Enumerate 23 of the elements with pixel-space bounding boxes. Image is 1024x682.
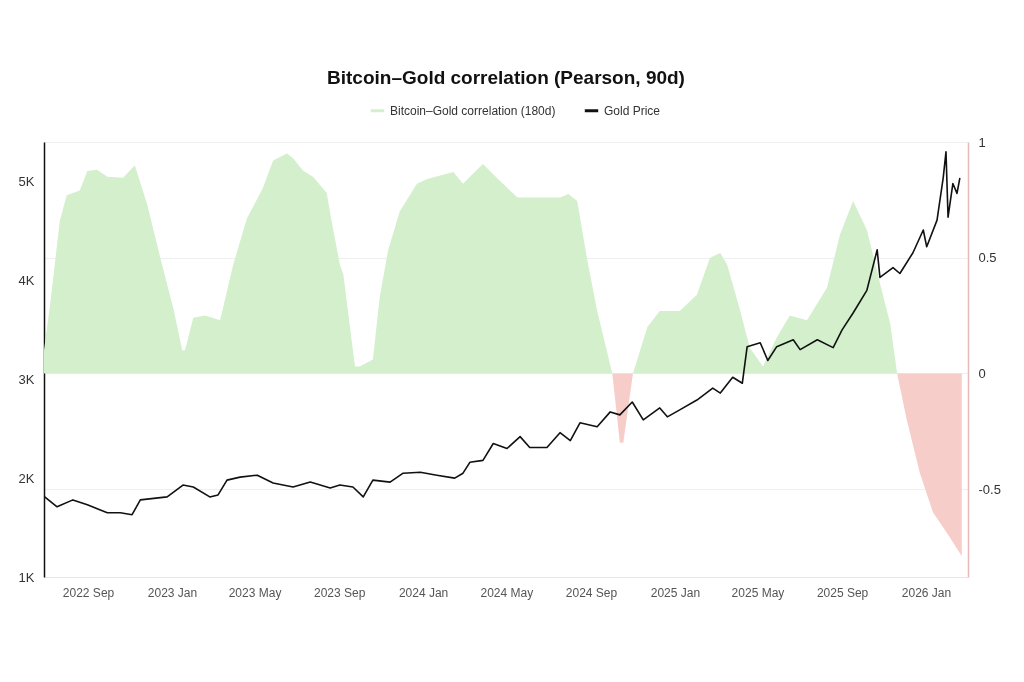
y-tick-label: 5K bbox=[18, 174, 35, 190]
x-tick-label: 2025 Jan bbox=[650, 585, 701, 600]
x-tick-label: 2023 May bbox=[228, 585, 282, 600]
x-tick-label: 2025 May bbox=[731, 585, 785, 600]
y-tick-label: 1K bbox=[18, 569, 35, 585]
x-tick-label: 2023 Sep bbox=[313, 585, 366, 600]
y-tick-label: 3K bbox=[18, 371, 35, 387]
x-tick-label: 2024 May bbox=[480, 585, 534, 600]
y-tick-label: 2K bbox=[18, 470, 35, 486]
x-tick-label: 2022 Sep bbox=[62, 585, 115, 600]
x-tick-label: 2026 Jan bbox=[901, 585, 952, 600]
x-tick-label: 2024 Sep bbox=[565, 585, 618, 600]
y2-tick-label: 0 bbox=[978, 365, 986, 381]
x-tick-label: 2023 Jan bbox=[147, 585, 198, 600]
legend-label: Bitcoin–Gold correlation (180d) bbox=[390, 103, 556, 118]
y2-tick-label: 0.5 bbox=[978, 250, 997, 266]
y-tick-label: 4K bbox=[18, 272, 35, 288]
y2-tick-label: 1 bbox=[978, 134, 986, 150]
y2-tick-label: -0.5 bbox=[978, 481, 1001, 497]
chart-title: Bitcoin–Gold correlation (Pearson, 90d) bbox=[327, 67, 685, 88]
x-tick-label: 2025 Sep bbox=[816, 585, 869, 600]
legend-label: Gold Price bbox=[604, 103, 661, 118]
x-tick-label: 2024 Jan bbox=[398, 585, 449, 600]
